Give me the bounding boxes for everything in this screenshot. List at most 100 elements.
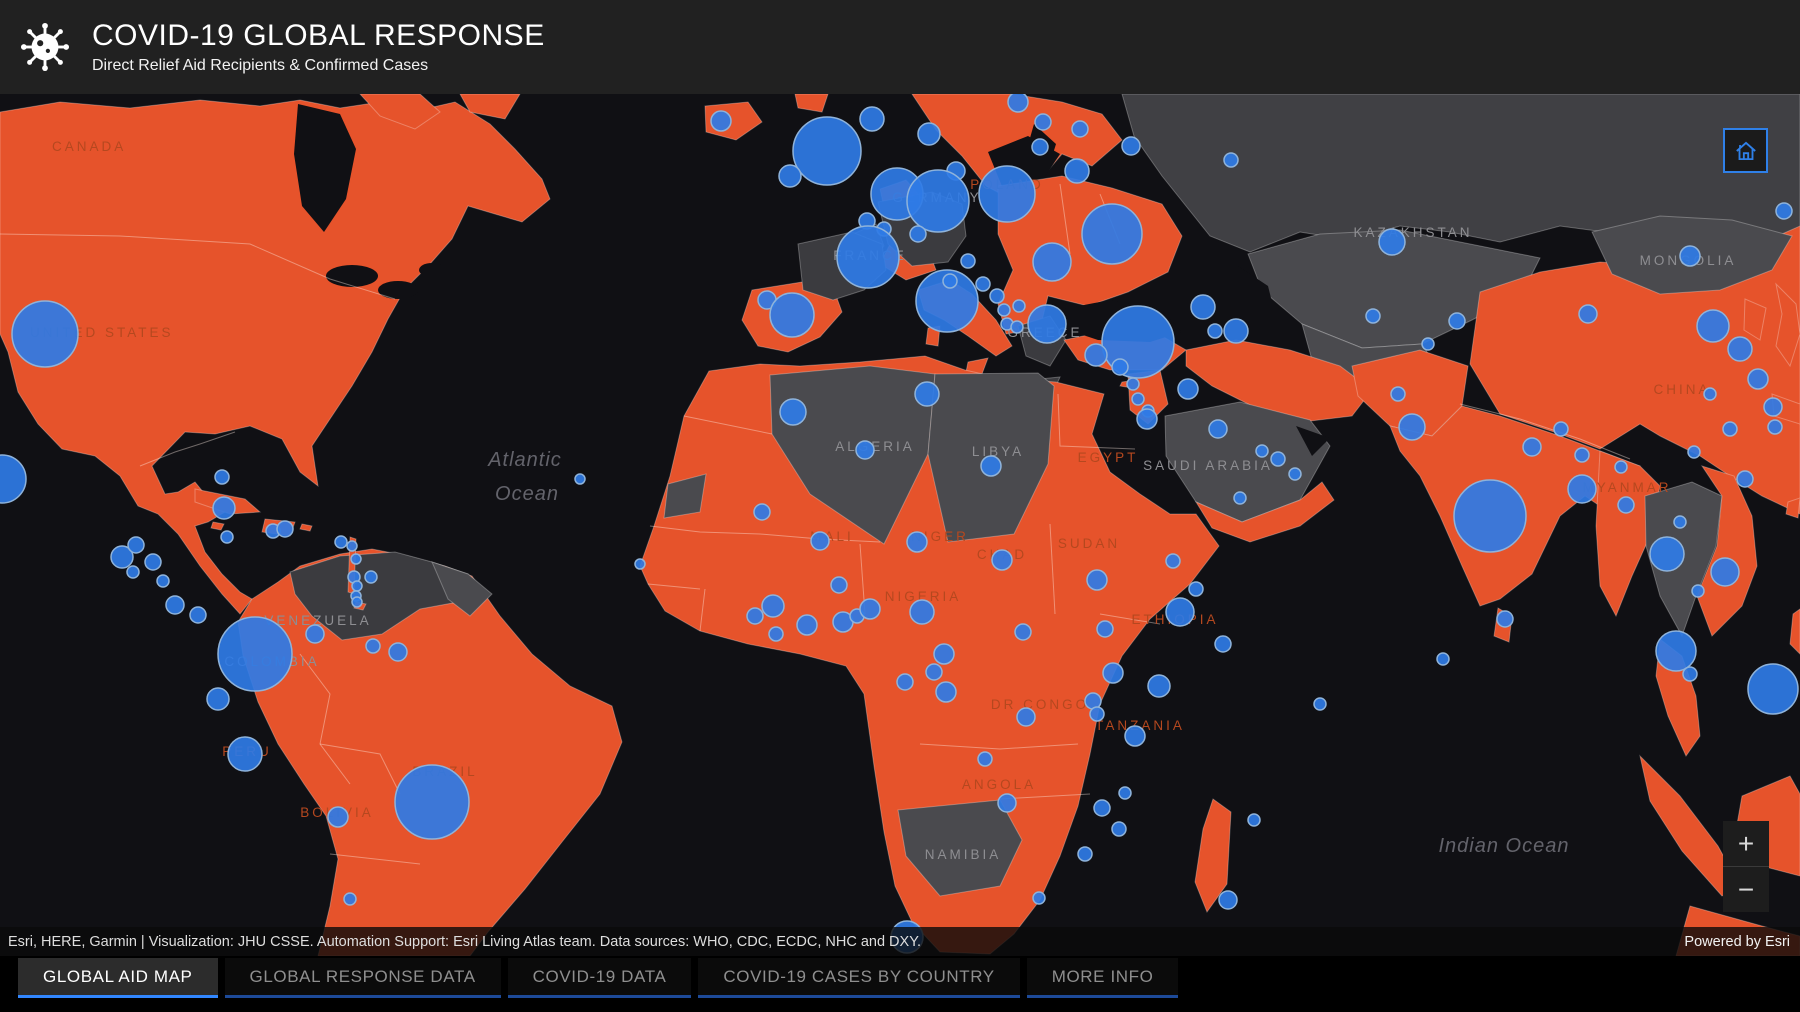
case-marker[interactable] (1522, 437, 1542, 457)
case-marker[interactable] (975, 276, 991, 292)
case-marker[interactable] (220, 530, 234, 544)
case-marker[interactable] (1007, 94, 1029, 113)
case-marker[interactable] (144, 553, 162, 571)
water-body[interactable] (1296, 426, 1330, 456)
case-marker[interactable] (1208, 419, 1228, 439)
case-marker[interactable] (1188, 581, 1204, 597)
case-marker[interactable] (343, 892, 357, 906)
case-marker[interactable] (792, 116, 862, 186)
case-marker[interactable] (925, 663, 943, 681)
case-marker[interactable] (1223, 152, 1239, 168)
zoom-out-button[interactable]: − (1737, 873, 1755, 905)
case-marker[interactable] (768, 626, 784, 642)
case-marker[interactable] (1010, 320, 1024, 334)
case-marker[interactable] (574, 473, 586, 485)
case-marker[interactable] (1553, 421, 1569, 437)
case-marker[interactable] (1016, 707, 1036, 727)
case-marker[interactable] (769, 292, 815, 338)
case-marker[interactable] (165, 595, 185, 615)
land-region[interactable] (289, 551, 469, 641)
case-marker[interactable] (1763, 397, 1783, 417)
case-marker[interactable] (206, 687, 230, 711)
land-region[interactable] (359, 94, 441, 130)
case-marker[interactable] (989, 288, 1005, 304)
case-marker[interactable] (1736, 470, 1754, 488)
case-marker[interactable] (896, 673, 914, 691)
case-marker[interactable] (1247, 813, 1261, 827)
case-marker[interactable] (1398, 413, 1426, 441)
case-marker[interactable] (855, 440, 875, 460)
land-region[interactable] (0, 99, 551, 615)
case-marker[interactable] (1214, 635, 1232, 653)
case-marker[interactable] (1614, 460, 1628, 474)
case-marker[interactable] (1071, 120, 1089, 138)
tab-label[interactable]: GLOBAL AID MAP (18, 958, 218, 995)
case-marker[interactable] (1288, 467, 1302, 481)
case-marker[interactable] (1710, 557, 1740, 587)
case-marker[interactable] (1775, 202, 1793, 220)
case-marker[interactable] (909, 599, 935, 625)
case-marker[interactable] (1077, 846, 1093, 862)
case-marker[interactable] (942, 273, 958, 289)
case-marker[interactable] (1218, 890, 1238, 910)
land-region[interactable] (1595, 450, 1661, 618)
case-marker[interactable] (1436, 652, 1450, 666)
case-marker[interactable] (914, 381, 940, 407)
case-marker[interactable] (753, 503, 771, 521)
tab-label[interactable]: MORE INFO (1026, 958, 1179, 995)
case-marker[interactable] (364, 570, 378, 584)
case-marker[interactable] (796, 614, 818, 636)
case-marker[interactable] (1421, 337, 1435, 351)
tab-label[interactable]: COVID-19 CASES BY COUNTRY (698, 958, 1020, 995)
case-marker[interactable] (935, 681, 957, 703)
case-marker[interactable] (977, 751, 993, 767)
case-marker[interactable] (1121, 136, 1141, 156)
case-marker[interactable] (127, 536, 145, 554)
case-marker[interactable] (388, 642, 408, 662)
case-marker[interactable] (859, 598, 881, 620)
case-marker[interactable] (779, 398, 807, 426)
case-marker[interactable] (334, 535, 348, 549)
tab-more-info[interactable]: MORE INFO (1026, 958, 1179, 998)
case-marker[interactable] (189, 606, 207, 624)
powered-by-esri[interactable]: Powered by Esri (1684, 933, 1790, 950)
case-marker[interactable] (350, 553, 362, 565)
case-marker[interactable] (1111, 821, 1127, 837)
case-marker[interactable] (1617, 496, 1635, 514)
case-marker[interactable] (1032, 891, 1046, 905)
case-marker[interactable] (1031, 138, 1049, 156)
case-marker[interactable] (1207, 323, 1223, 339)
case-marker[interactable] (1081, 203, 1143, 265)
case-marker[interactable] (351, 596, 363, 608)
land-region[interactable] (1696, 465, 1758, 637)
case-marker[interactable] (156, 574, 170, 588)
case-marker[interactable] (1111, 358, 1129, 376)
case-marker[interactable] (1027, 304, 1067, 344)
case-marker[interactable] (1496, 610, 1514, 628)
case-marker[interactable] (394, 764, 470, 840)
case-marker[interactable] (1102, 662, 1124, 684)
case-marker[interactable] (1682, 666, 1698, 682)
case-marker[interactable] (1696, 309, 1730, 343)
case-marker[interactable] (1574, 447, 1590, 463)
case-marker[interactable] (1223, 318, 1249, 344)
case-marker[interactable] (1649, 536, 1685, 572)
home-button[interactable] (1723, 128, 1768, 173)
case-marker[interactable] (1679, 245, 1701, 267)
tab-global-response-data[interactable]: GLOBAL RESPONSE DATA (224, 958, 501, 998)
water-body[interactable] (294, 104, 356, 232)
case-marker[interactable] (810, 531, 830, 551)
case-marker[interactable] (346, 540, 358, 552)
case-marker[interactable] (1032, 242, 1072, 282)
land-region[interactable] (1743, 298, 1767, 341)
case-marker[interactable] (917, 122, 941, 146)
case-marker[interactable] (1365, 308, 1381, 324)
case-marker[interactable] (110, 545, 134, 569)
case-marker[interactable] (1255, 444, 1269, 458)
land-region[interactable] (1789, 608, 1800, 655)
case-marker[interactable] (836, 225, 900, 289)
land-region[interactable] (431, 561, 493, 617)
land-region[interactable] (1194, 798, 1232, 914)
